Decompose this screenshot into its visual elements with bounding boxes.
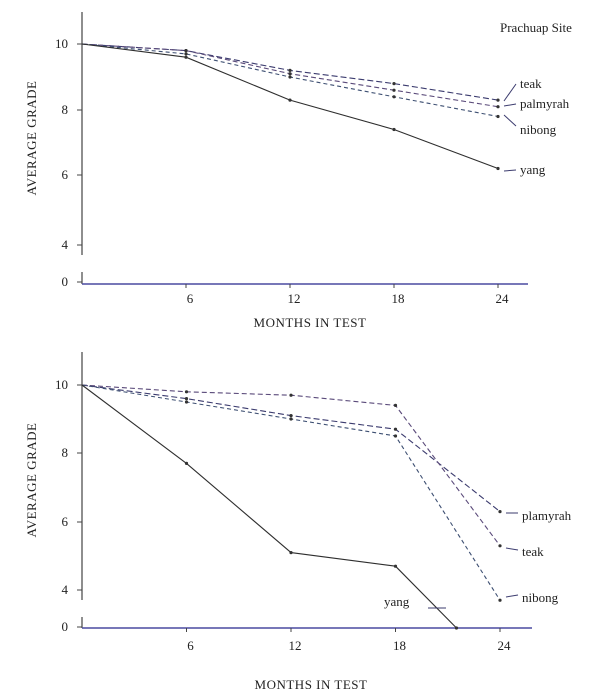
data-point-yang <box>393 564 398 568</box>
y-tick-label: 4 <box>62 237 69 252</box>
data-point-yang <box>184 55 188 59</box>
y-tick-label: 0 <box>62 619 69 634</box>
data-point-nibong <box>288 75 292 79</box>
series-line-palmyrah <box>81 43 499 108</box>
data-point-yang <box>288 98 292 102</box>
data-point-nibong <box>496 114 500 119</box>
x-tick-label: 18 <box>393 638 406 653</box>
data-point-yang <box>392 127 396 132</box>
data-point-teak <box>184 390 189 394</box>
data-point-palmyrah <box>184 49 188 53</box>
legend-leader <box>505 594 519 598</box>
series-label-nibong: nibong <box>522 590 559 605</box>
x-axis-title: MONTHS IN TEST <box>255 677 368 692</box>
data-point-teak <box>289 393 293 397</box>
series-label-yang: yang <box>384 594 410 609</box>
data-point-yang <box>496 166 500 171</box>
x-tick-label: 12 <box>289 638 302 653</box>
data-point-teak <box>498 544 502 548</box>
x-tick-label: 24 <box>496 291 510 306</box>
chart-lower: 0 4 6 8 10 6 12 18 24 MONTHS IN TEST AVERAGE GRADE… <box>24 352 572 692</box>
y-tick-label: 10 <box>55 377 68 392</box>
y-tick-label: 8 <box>62 445 69 460</box>
series-line-teak <box>81 384 501 547</box>
data-point-plamyrah <box>498 510 502 514</box>
x-axis-title: MONTHS IN TEST <box>254 315 367 330</box>
data-point-yang <box>289 551 293 555</box>
x-tick-label: 12 <box>288 291 301 306</box>
data-point-palmyrah <box>392 88 396 92</box>
data-point-plamyrah <box>393 427 398 431</box>
series-line-yang <box>81 43 499 170</box>
data-point-teak <box>288 68 292 72</box>
data-point-plamyrah <box>184 397 189 401</box>
legend-leader <box>503 169 517 172</box>
data-point-yang <box>454 626 459 630</box>
y-tick-label: 0 <box>62 274 69 289</box>
data-point-palmyrah <box>496 105 500 109</box>
data-point-nibong <box>393 434 398 438</box>
data-point-nibong <box>498 598 502 602</box>
x-tick-label: 6 <box>187 638 194 653</box>
series-label-palmyrah: palmyrah <box>520 96 570 111</box>
series-label-nibong: nibong <box>520 122 557 137</box>
x-tick-label: 6 <box>187 291 194 306</box>
data-point-yang <box>184 461 189 465</box>
y-tick-label: 10 <box>55 36 68 51</box>
legend-leader <box>503 114 517 127</box>
series-line-nibong <box>81 384 501 601</box>
data-point-palmyrah <box>288 72 292 76</box>
x-tick-label: 18 <box>392 291 405 306</box>
series-line-plamyrah <box>81 384 501 513</box>
series-line-nibong <box>81 43 499 118</box>
data-point-plamyrah <box>289 414 293 418</box>
chart-prachuap: 0 4 6 8 10 6 12 18 24 MONTHS IN TEST AVERAGE GRADE… <box>24 12 572 330</box>
series-label-plamyrah: plamyrah <box>522 508 572 523</box>
series-label-teak: teak <box>522 544 544 559</box>
data-point-teak <box>393 403 398 407</box>
y-tick-label: 4 <box>62 582 69 597</box>
data-point-nibong <box>392 95 396 99</box>
legend-leader <box>505 547 519 551</box>
series-line-yang <box>81 384 457 629</box>
data-point-teak <box>496 98 500 102</box>
data-point-teak <box>392 82 396 86</box>
series-label-teak: teak <box>520 76 542 91</box>
x-tick-label: 24 <box>498 638 512 653</box>
legend-leader <box>503 83 517 102</box>
data-point-nibong <box>289 417 293 421</box>
y-tick-label: 6 <box>62 167 69 182</box>
data-point-nibong <box>184 52 188 56</box>
series-label-yang: yang <box>520 162 546 177</box>
y-tick-label: 6 <box>62 514 69 529</box>
y-axis-title: AVERAGE GRADE <box>24 423 39 538</box>
data-point-nibong <box>184 400 189 404</box>
y-tick-label: 8 <box>62 102 69 117</box>
legend-leader <box>503 103 517 107</box>
site-annotation: Prachuap Site <box>500 20 572 35</box>
y-axis-title: AVERAGE GRADE <box>24 81 39 196</box>
